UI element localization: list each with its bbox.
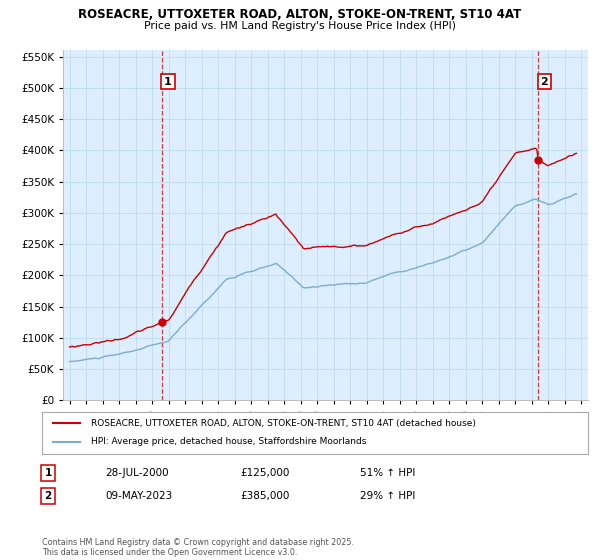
Text: 29% ↑ HPI: 29% ↑ HPI bbox=[360, 491, 415, 501]
Text: 09-MAY-2023: 09-MAY-2023 bbox=[105, 491, 172, 501]
Text: £125,000: £125,000 bbox=[240, 468, 289, 478]
Text: 1: 1 bbox=[164, 77, 172, 87]
Text: Contains HM Land Registry data © Crown copyright and database right 2025.
This d: Contains HM Land Registry data © Crown c… bbox=[42, 538, 354, 557]
Text: 1: 1 bbox=[44, 468, 52, 478]
Text: 51% ↑ HPI: 51% ↑ HPI bbox=[360, 468, 415, 478]
Text: ROSEACRE, UTTOXETER ROAD, ALTON, STOKE-ON-TRENT, ST10 4AT (detached house): ROSEACRE, UTTOXETER ROAD, ALTON, STOKE-O… bbox=[91, 419, 476, 428]
Text: Price paid vs. HM Land Registry's House Price Index (HPI): Price paid vs. HM Land Registry's House … bbox=[144, 21, 456, 31]
Text: 28-JUL-2000: 28-JUL-2000 bbox=[105, 468, 169, 478]
Text: £385,000: £385,000 bbox=[240, 491, 289, 501]
Text: HPI: Average price, detached house, Staffordshire Moorlands: HPI: Average price, detached house, Staf… bbox=[91, 437, 367, 446]
Text: 2: 2 bbox=[540, 77, 548, 87]
Text: 2: 2 bbox=[44, 491, 52, 501]
Text: ROSEACRE, UTTOXETER ROAD, ALTON, STOKE-ON-TRENT, ST10 4AT: ROSEACRE, UTTOXETER ROAD, ALTON, STOKE-O… bbox=[79, 8, 521, 21]
